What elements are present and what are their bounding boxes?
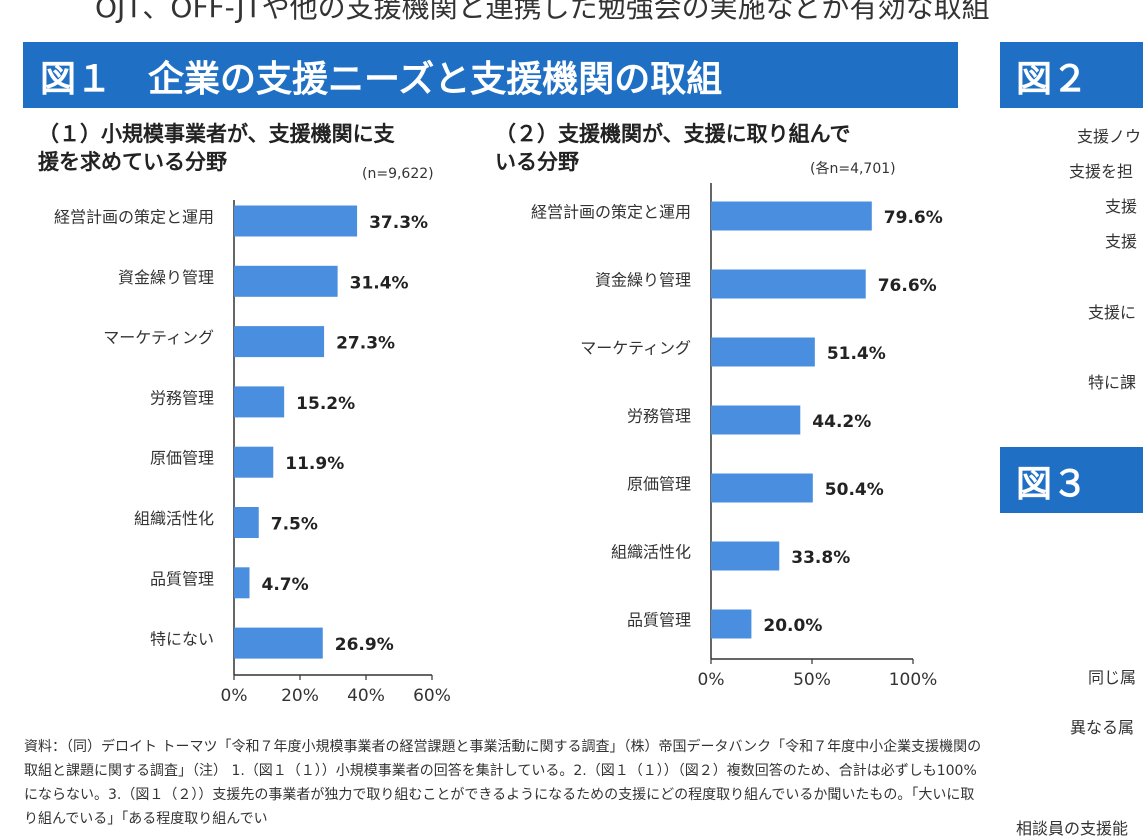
value-label-1: 37.3%: [369, 213, 428, 233]
x-tick-label-1: 0%: [221, 686, 248, 706]
figure3-banner: 図３: [1000, 447, 1143, 513]
right-label-7: 同じ属: [1088, 668, 1137, 687]
value-label-5: 50.4%: [825, 480, 884, 500]
x-tick-label-2: 50%: [793, 670, 831, 690]
right-label-5: 支援に: [1088, 303, 1137, 322]
category-label-1: 経営計画の策定と運用: [531, 203, 691, 222]
figure2-banner: 図２: [1000, 42, 1143, 108]
value-label-6: 33.8%: [791, 548, 850, 568]
right-label-6: 特に課: [1088, 373, 1137, 392]
figure3-title: 図３: [1016, 464, 1089, 505]
right-label-3: 支援: [1105, 197, 1138, 216]
x-tick-label-2: 20%: [281, 686, 319, 706]
chart1-title-line2: 援を求めている分野: [38, 150, 227, 174]
category-label-7: 品質管理: [150, 569, 214, 588]
x-tick-label-3: 100%: [889, 670, 938, 690]
value-label-6: 7.5%: [271, 515, 318, 535]
figure2-title: 図２: [1016, 59, 1089, 100]
figure1-banner: 図１ 企業の支援ニーズと支援機関の取組: [23, 42, 958, 108]
category-label-5: 原価管理: [150, 449, 214, 468]
category-label-4: 労務管理: [627, 407, 691, 426]
value-label-2: 76.6%: [878, 276, 937, 296]
right-label-8: 異なる属: [1070, 718, 1135, 737]
bar-7: [711, 609, 752, 639]
x-tick-label-3: 40%: [347, 686, 385, 706]
category-label-3: マーケティング: [580, 339, 691, 358]
right-label-2: 支援を担: [1069, 162, 1134, 181]
bar-8: [234, 627, 323, 659]
bar-4: [234, 386, 285, 418]
right-label-4: 支援: [1105, 232, 1138, 251]
category-label-7: 品質管理: [627, 611, 691, 630]
chart1-title: （１）小規模事業者が、支援機関に支 援を求めている分野: [38, 120, 395, 176]
figure1-title: 図１ 企業の支援ニーズと支援機関の取組: [40, 59, 723, 100]
chart1-plot: 経営計画の策定と運用 37.3% 資金繰り管理 31.4% マーケティング 27.3% 労務…: [54, 200, 451, 706]
value-label-2: 31.4%: [350, 273, 409, 293]
chart2-title-line2: いる分野: [495, 150, 579, 174]
bar-4: [711, 405, 801, 435]
value-label-7: 20.0%: [763, 616, 822, 636]
right-label-9: 相談員の支援能: [1016, 819, 1129, 838]
bar-5: [234, 446, 274, 478]
category-label-6: 組織活性化: [611, 543, 691, 562]
chart2-title: （２）支援機関が、支援に取り組んで いる分野: [495, 120, 851, 176]
bar-3: [234, 326, 325, 358]
chart1-title-line1: （１）小規模事業者が、支援機関に支: [38, 122, 395, 146]
value-label-1: 79.6%: [884, 208, 943, 228]
value-label-8: 26.9%: [335, 635, 394, 655]
bar-5: [711, 473, 813, 503]
chart2-plot: 経営計画の策定と運用 79.6% 資金繰り管理 76.6% マーケティング 51.4% 労務…: [531, 183, 943, 690]
value-label-7: 4.7%: [262, 575, 309, 595]
footnote: 資料：（同）デロイト トーマツ「令和７年度小規模事業者の経営課題と事業活動に関す…: [24, 739, 982, 827]
chart2-sample-size: (各n=4,701): [810, 161, 896, 177]
bar-6: [234, 507, 259, 538]
category-label-2: 資金繰り管理: [595, 271, 691, 290]
bar-2: [234, 265, 338, 297]
value-label-5: 11.9%: [285, 454, 344, 474]
right-label-1: 支援ノウ: [1077, 127, 1142, 146]
bar-2: [711, 269, 866, 299]
category-label-3: マーケティング: [103, 328, 214, 347]
category-label-4: 労務管理: [150, 388, 214, 407]
x-tick-label-1: 0%: [698, 670, 725, 690]
category-label-2: 資金繰り管理: [118, 268, 214, 287]
x-tick-label-4: 60%: [413, 686, 451, 706]
category-label-6: 組織活性化: [134, 509, 214, 528]
value-label-3: 27.3%: [336, 334, 395, 354]
category-label-1: 経営計画の策定と運用: [54, 208, 214, 227]
value-label-4: 44.2%: [812, 412, 871, 432]
category-label-8: 特にない: [150, 630, 214, 649]
bar-7: [234, 567, 250, 599]
value-label-4: 15.2%: [296, 394, 355, 414]
bar-1: [711, 201, 872, 231]
chart2-title-line1: （２）支援機関が、支援に取り組んで: [495, 122, 851, 146]
bar-6: [711, 541, 780, 571]
bar-3: [711, 337, 815, 367]
category-label-5: 原価管理: [627, 475, 691, 494]
value-label-3: 51.4%: [827, 344, 886, 364]
bar-1: [234, 205, 358, 237]
top-caption: OJT、OFF-JTや他の支援機関と連携した勉強会の実施などが有効な取組: [95, 0, 990, 24]
chart1-sample-size: (n=9,622): [362, 166, 434, 182]
